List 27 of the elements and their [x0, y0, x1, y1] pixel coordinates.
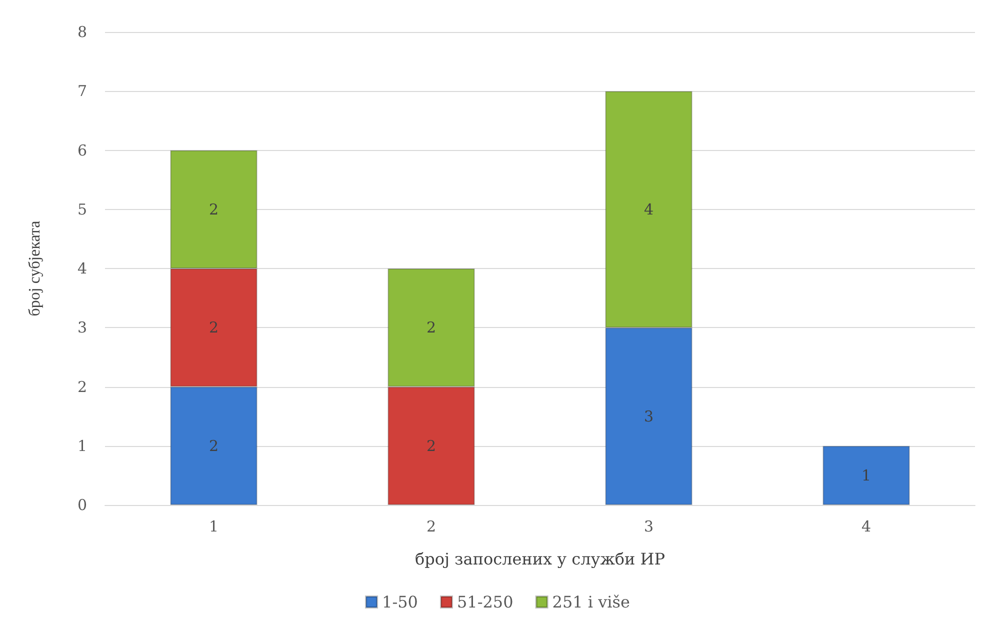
y-tick-label: 8: [77, 23, 87, 41]
data-label: 2: [426, 436, 436, 455]
y-tick-label: 1: [77, 436, 87, 455]
x-tick-label: 2: [426, 518, 436, 536]
legend-label: 1-50: [382, 592, 418, 612]
y-tick-label: 3: [77, 318, 87, 337]
y-tick-label: 4: [77, 260, 87, 278]
data-label: 1: [861, 466, 872, 484]
data-label: 3: [644, 407, 654, 426]
y-tick-label: 0: [77, 496, 87, 514]
bar: [822, 446, 910, 505]
x-tick-label: 1: [208, 518, 219, 536]
legend-label: 251 i više: [552, 592, 630, 612]
x-tick-label: 3: [644, 518, 654, 536]
y-tick-label: 5: [77, 200, 87, 218]
y-tick-label: 7: [77, 82, 87, 100]
data-label: 4: [644, 200, 654, 218]
x-axis-title: број запослених у служби ИР: [414, 550, 666, 568]
data-label: 2: [208, 318, 219, 337]
y-tick-label: 6: [77, 141, 87, 160]
data-label: 2: [426, 318, 436, 337]
x-tick-label: 4: [861, 518, 872, 536]
legend-label: 51-250: [456, 592, 514, 612]
data-label: 2: [208, 200, 219, 218]
y-axis-title: број субјеката: [26, 220, 44, 316]
data-label: 2: [208, 436, 219, 455]
y-tick-label: 2: [77, 378, 87, 396]
